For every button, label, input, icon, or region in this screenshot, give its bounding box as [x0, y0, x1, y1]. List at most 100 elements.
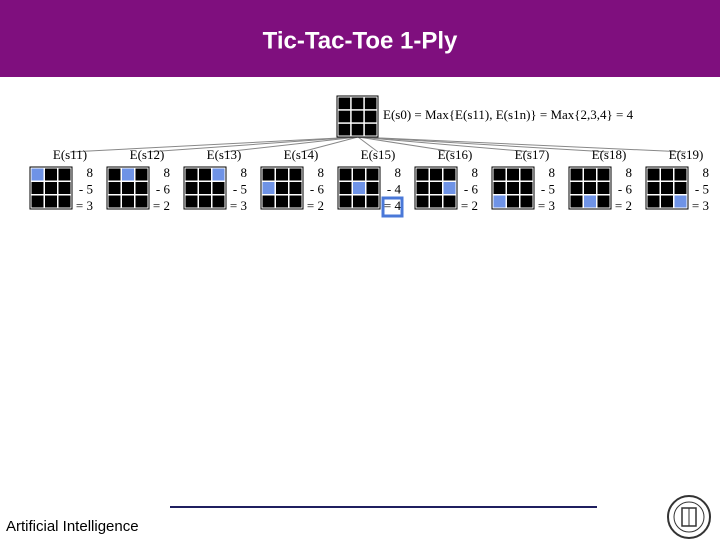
node-value: 8 [626, 165, 633, 180]
node-label: E(s17) [515, 147, 550, 162]
board-cell [584, 182, 596, 194]
board-cell [416, 195, 429, 208]
board-cell [45, 195, 57, 208]
node-label: E(s18) [592, 147, 627, 162]
edge [357, 136, 610, 153]
board-cell [262, 182, 275, 194]
board-cell [353, 195, 365, 208]
board-cell [661, 195, 673, 208]
highlight-box [381, 196, 404, 218]
edge [357, 136, 687, 153]
node-value: - 5 [79, 181, 93, 196]
node-value: 8 [164, 165, 171, 180]
board-cell [199, 168, 211, 181]
node-label: E(s11) [53, 147, 87, 162]
board-cell [430, 195, 442, 208]
board-cell [338, 123, 351, 136]
board-cell [135, 168, 148, 181]
board-cell [339, 168, 352, 181]
node-label: E(s12) [130, 147, 165, 162]
board-cell [584, 168, 596, 181]
board-cell [493, 182, 506, 194]
board-cell [353, 182, 365, 194]
board-cell [122, 182, 134, 194]
board-cell [570, 195, 583, 208]
board-cell [199, 182, 211, 194]
board [260, 166, 304, 210]
board-cell [31, 195, 44, 208]
board-cell [507, 168, 519, 181]
board-cell [262, 168, 275, 181]
node-value: 8 [549, 165, 556, 180]
node-value: = 2 [461, 198, 478, 213]
board-cell [647, 168, 660, 181]
board-cell [661, 182, 673, 194]
board-cell [443, 182, 456, 194]
node-value: = 3 [538, 198, 555, 213]
node-value: - 4 [387, 181, 402, 196]
board-cell [430, 168, 442, 181]
board-cell [58, 195, 71, 208]
board-cell [339, 195, 352, 208]
board-cell [276, 168, 288, 181]
board-cell [262, 195, 275, 208]
node-value: - 6 [618, 181, 633, 196]
node-label: E(s15) [361, 147, 396, 162]
footer-text: Artificial Intelligence [6, 518, 139, 535]
board [337, 166, 381, 210]
board [336, 95, 379, 138]
board-cell [122, 168, 134, 181]
board [414, 166, 458, 210]
board-cell [597, 168, 610, 181]
node-value: = 2 [307, 198, 324, 213]
board-cell [212, 195, 225, 208]
board-cell [584, 195, 596, 208]
node-value: = 3 [76, 198, 93, 213]
board-cell [338, 97, 351, 110]
board-cell [507, 195, 519, 208]
board-cell [351, 123, 364, 136]
board [29, 166, 73, 210]
board-cell [289, 168, 302, 181]
board-cell [520, 182, 533, 194]
board-cell [353, 168, 365, 181]
root-label: E(s0) = Max{E(s11), E(s1n)} = Max{2,3,4}… [383, 107, 634, 122]
board-cell [597, 195, 610, 208]
board-cell [364, 97, 377, 110]
board-cell [416, 168, 429, 181]
board-cell [366, 168, 379, 181]
board-cell [443, 168, 456, 181]
header-band [0, 0, 720, 77]
node-value: - 5 [233, 181, 247, 196]
node-value: = 4 [384, 198, 402, 213]
node-value: 8 [703, 165, 710, 180]
board-cell [674, 168, 687, 181]
node-value: 8 [318, 165, 325, 180]
board-cell [135, 182, 148, 194]
board-cell [276, 182, 288, 194]
board-cell [507, 182, 519, 194]
edge [300, 136, 359, 153]
board-cell [661, 168, 673, 181]
node-value: 8 [472, 165, 479, 180]
board-cell [674, 195, 687, 208]
edge [357, 136, 533, 153]
board-cell [674, 182, 687, 194]
node-value: = 2 [153, 198, 170, 213]
edge [357, 136, 379, 153]
board-cell [289, 195, 302, 208]
board-cell [520, 168, 533, 181]
edge [223, 136, 359, 153]
board [491, 166, 535, 210]
board-cell [366, 182, 379, 194]
board-cell [520, 195, 533, 208]
node-value: 8 [87, 165, 94, 180]
board-cell [185, 195, 198, 208]
board-cell [58, 182, 71, 194]
board-cell [122, 195, 134, 208]
node-value: 8 [241, 165, 248, 180]
board-cell [108, 182, 121, 194]
board-cell [31, 168, 44, 181]
board-cell [108, 195, 121, 208]
board-cell [570, 168, 583, 181]
